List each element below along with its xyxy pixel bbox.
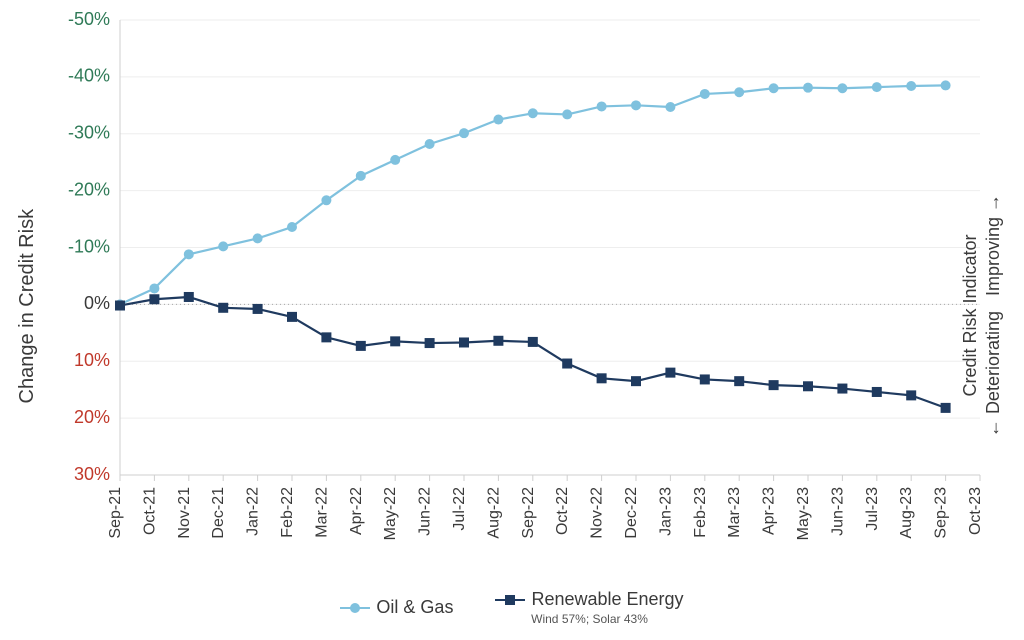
y-tick-label: 0% bbox=[84, 293, 110, 313]
right-axis-label-deteriorating: ← Deteriorating bbox=[983, 311, 1003, 437]
legend-label: Oil & Gas bbox=[376, 597, 453, 618]
legend-sublabel: Wind 57%; Solar 43% bbox=[531, 612, 648, 626]
y-tick-label: -50% bbox=[68, 9, 110, 29]
x-tick-label: Mar-22 bbox=[313, 487, 330, 538]
x-tick-label: Jul-23 bbox=[864, 487, 881, 531]
right-axis-label-line1: Credit Risk Indicator bbox=[960, 234, 980, 396]
x-tick-label: Dec-22 bbox=[623, 487, 640, 539]
x-tick-label: Oct-21 bbox=[141, 487, 158, 535]
y-tick-label: -10% bbox=[68, 236, 110, 256]
x-tick-label: Mar-23 bbox=[726, 487, 743, 538]
x-tick-label: Jan-23 bbox=[657, 487, 674, 536]
x-tick-label: Nov-21 bbox=[176, 487, 193, 539]
legend-label: Renewable Energy bbox=[531, 589, 683, 610]
y-axis-label: Change in Credit Risk bbox=[16, 209, 39, 404]
right-axis-label-improving: Improving → bbox=[983, 194, 1003, 296]
x-tick-label: Oct-23 bbox=[967, 487, 984, 535]
x-tick-label: Aug-22 bbox=[485, 487, 502, 539]
x-tick-label: Jul-22 bbox=[451, 487, 468, 531]
x-tick-label: Feb-23 bbox=[692, 487, 709, 538]
y-tick-label: -30% bbox=[68, 123, 110, 143]
x-tick-label: Aug-23 bbox=[898, 487, 915, 539]
y-tick-label: -40% bbox=[68, 66, 110, 86]
x-tick-label: May-22 bbox=[382, 487, 399, 540]
x-tick-label: Oct-22 bbox=[554, 487, 571, 535]
x-tick-label: Sep-23 bbox=[933, 487, 950, 539]
y-tick-label: 10% bbox=[74, 350, 110, 370]
x-tick-label: Sep-21 bbox=[107, 487, 124, 539]
legend: Oil & Gas Renewable Energy Wind 57%; Solar… bbox=[0, 589, 1024, 626]
legend-item: Oil & Gas bbox=[340, 597, 453, 618]
legend-item: Renewable Energy bbox=[495, 589, 683, 610]
right-axis-label: Credit Risk Indicator ← Deteriorating Im… bbox=[959, 194, 1004, 437]
x-tick-label: Sep-22 bbox=[520, 487, 537, 539]
x-tick-label: Jun-22 bbox=[417, 487, 434, 536]
x-tick-label: Apr-22 bbox=[348, 487, 365, 535]
chart-canvas: -50% -40% -30% -20% -10% 0% 10% 20% 30% Sep-21 Oct… bbox=[0, 0, 1024, 640]
x-tick-label: Apr-23 bbox=[761, 487, 778, 535]
x-tick-label: Feb-22 bbox=[279, 487, 296, 538]
y-tick-label: -20% bbox=[68, 179, 110, 199]
y-tick-label: 20% bbox=[74, 407, 110, 427]
x-tick-label: Jan-22 bbox=[245, 487, 262, 536]
y-tick-label: 30% bbox=[74, 464, 110, 484]
credit-risk-chart: Change in Credit Risk Credit Risk Indica… bbox=[0, 0, 1024, 640]
x-tick-label: Dec-21 bbox=[210, 487, 227, 539]
x-tick-label: Nov-22 bbox=[589, 487, 606, 539]
x-tick-label: Jun-23 bbox=[829, 487, 846, 536]
x-tick-label: May-23 bbox=[795, 487, 812, 540]
